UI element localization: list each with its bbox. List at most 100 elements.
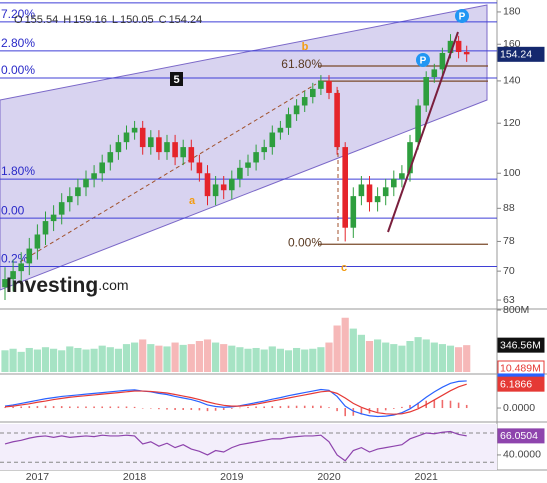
candle-body [334,92,340,148]
volume-bar [293,347,301,372]
volume-bar [268,346,276,372]
volume-bar [82,349,90,372]
candle-body [399,173,405,179]
x-tick-label: 2021 [415,471,439,483]
candle-body [131,127,138,133]
candle-body [310,88,316,98]
volume-bar [301,349,309,372]
y-tick-label: 800M [503,304,529,316]
volume-bar [171,342,179,372]
candle-body [156,137,162,153]
header-value: 154.24 [169,14,203,26]
candle-body [237,167,243,179]
candle-body [204,173,211,197]
histogram-bar [28,406,31,409]
volume-bar [106,347,114,372]
volume-bar [276,348,284,372]
badge-label: P [459,12,466,23]
candle-body [123,132,130,143]
badge [455,9,469,23]
candle-body [196,162,203,174]
candle-body [285,114,292,128]
volume-bar [390,344,398,372]
header-key: C [159,14,167,26]
header-value: 155.54 [25,14,59,26]
volume-bar [25,347,33,372]
volume-bar [9,348,17,372]
candle-body [220,184,227,191]
candle-body [2,279,8,288]
volume-bar [414,337,422,372]
header-value: 150.05 [120,14,154,26]
histogram-bar [295,405,298,409]
histogram-bar [133,406,136,409]
wave-label: c [341,262,347,274]
candle-body [277,127,284,133]
candle-body [42,221,49,235]
candle-body [253,152,259,163]
candle-body [293,105,300,115]
retracement-label: 61.80% [281,57,322,71]
volume-bar [430,342,438,372]
volume-bar [58,350,66,372]
histogram-bar [44,405,47,409]
candle-body [261,147,267,153]
indicator-line [4,383,467,415]
x-tick-label: 2020 [317,471,341,483]
histogram-bar [465,404,468,409]
histogram-bar [117,406,120,409]
indicator-line [4,430,467,462]
histogram-bar [263,406,265,409]
histogram-bar [328,407,330,409]
candle-body [342,147,348,228]
value-tag-label: 10.489M [500,362,541,374]
volume-bar [374,339,382,372]
histogram-bar [247,406,249,409]
histogram-bar [190,408,193,410]
candle-body [212,184,219,197]
value-tag-label: 154.24 [500,49,532,61]
histogram-bar [125,406,128,409]
candle-body [115,142,122,153]
volume-bar [422,339,430,372]
volume-bar [398,345,406,372]
value-tag-label: 6.1866 [500,378,532,390]
header-value: 159.16 [73,14,107,26]
candle-body [391,178,397,188]
candle-body [301,97,308,106]
candle-body [455,40,462,53]
fib-label: 1.80% [1,164,35,178]
candle-body [148,137,154,148]
ohlc-header: O 155.54 H 159.16 L 150.05 C 154.24 [14,14,202,26]
volume-bar [220,344,228,372]
trend-line [387,31,459,233]
volume-bar [90,348,98,372]
candle-body [75,187,81,197]
y-tick-label: 63 [503,294,515,306]
histogram-bar [287,405,290,409]
header-key: L [112,14,118,26]
volume-bar [33,349,41,372]
candle-body [229,178,235,191]
candle-body [107,152,114,163]
retracement-label: 0.00% [288,235,322,249]
candle-body [50,214,57,222]
candle-body [26,248,33,264]
candle-body [415,105,421,143]
y-tick-label: 78 [503,235,515,247]
candle-body [366,184,373,203]
volume-bar [212,342,220,372]
candle-body [164,142,170,153]
candle-body [374,196,381,203]
candle-body [382,187,389,197]
volume-bar [406,341,414,372]
volume-bar [203,339,212,372]
volume-bar [139,339,147,372]
fib-label: 0.00 [1,203,25,217]
volume-bar [463,345,471,372]
histogram-bar [271,406,274,409]
y-tick-label: 120 [503,117,521,129]
